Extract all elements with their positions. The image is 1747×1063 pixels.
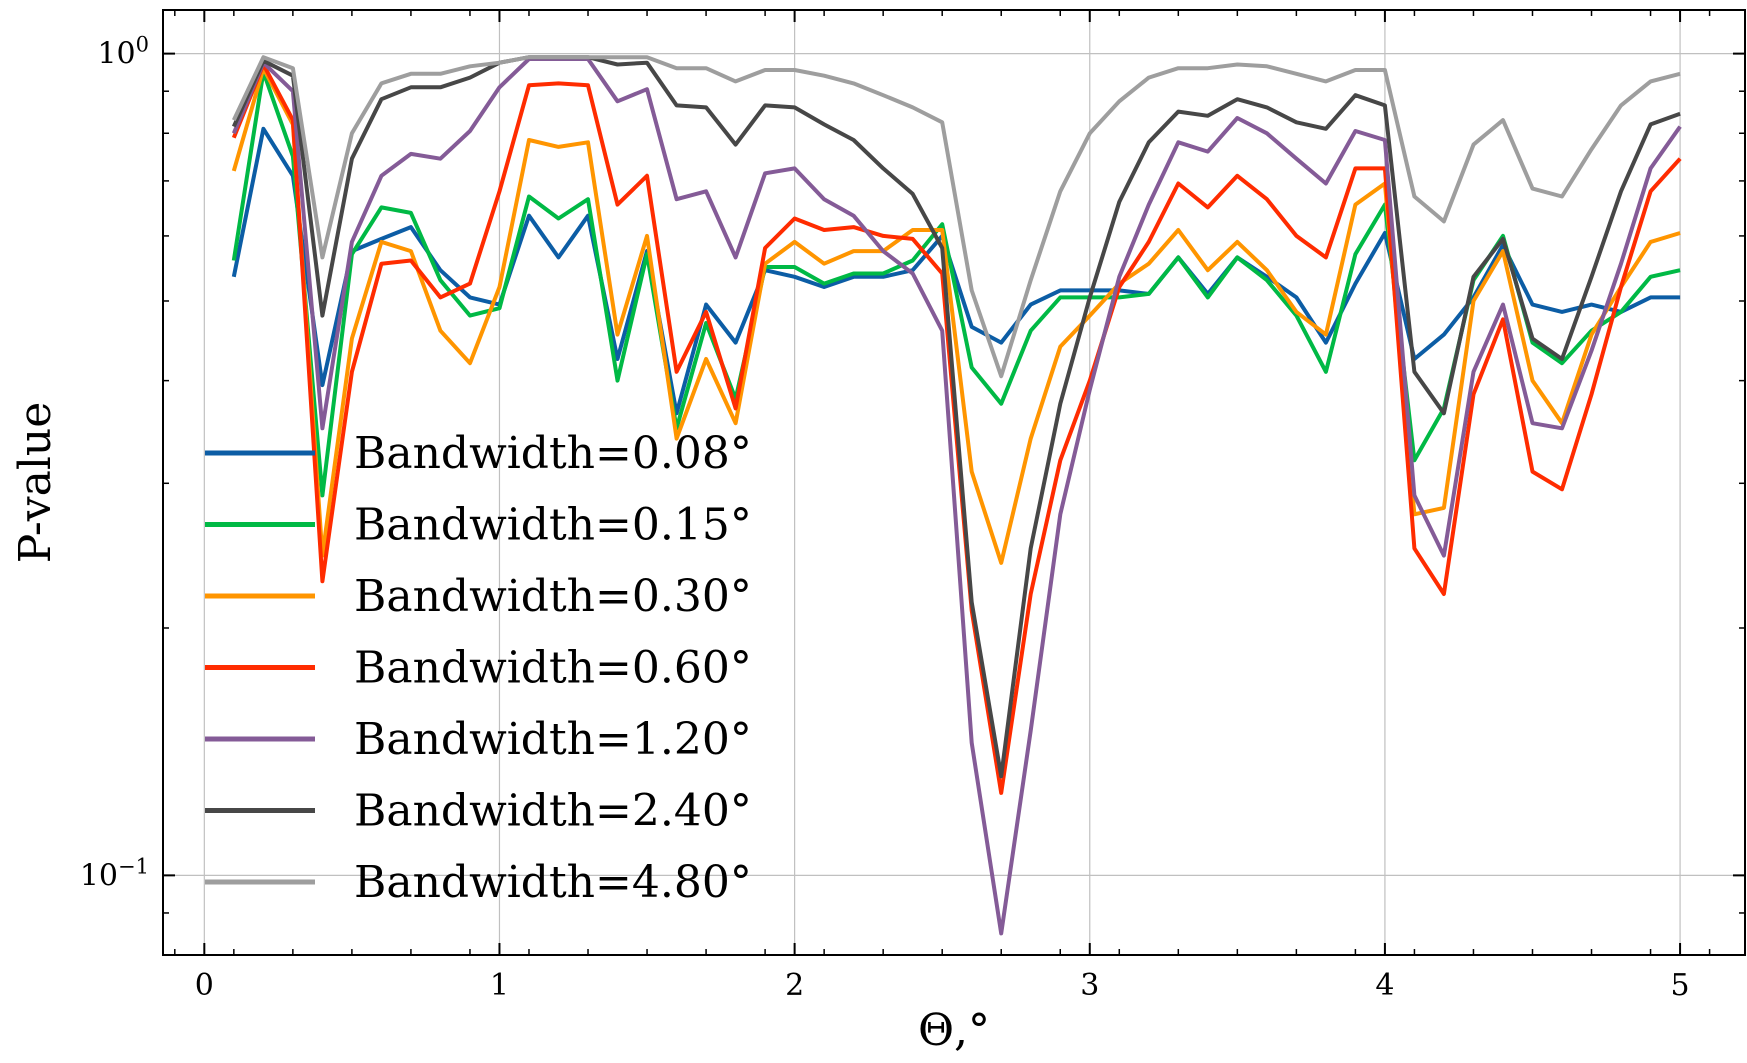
x-tick-label: 3 [1080,968,1099,1003]
legend-label: Bandwidth=0.30° [354,571,752,622]
x-tick-label: 4 [1375,968,1394,1003]
x-tick-label: 1 [490,968,509,1003]
y-tick-label: 10−1 [80,854,149,893]
legend-label: Bandwidth=0.60° [354,643,752,694]
x-tick-label: 0 [195,968,214,1003]
plot-frame [162,9,1746,956]
y-axis-label: P-value [10,402,61,564]
legend-label: Bandwidth=0.08° [354,428,752,479]
series-line [231,57,1682,936]
series-line [231,69,1681,498]
legend-label: Bandwidth=1.20° [354,714,752,765]
legend-label: Bandwidth=0.15° [354,500,752,551]
legend-label: Bandwidth=4.80° [354,857,752,908]
series-line [231,126,1681,416]
legend: Bandwidth=0.08° Bandwidth=0.15° Bandwidth=… [205,428,752,908]
series-lines [231,55,1682,936]
series-line [231,55,1681,379]
axis-ticks: 0 1 2 3 4 5 10−1 100 [80,10,1745,1003]
legend-label: Bandwidth=2.40° [354,786,752,837]
x-tick-label: 5 [1671,968,1690,1003]
series-line [231,55,1681,779]
x-axis-label: Θ,° [918,1005,990,1056]
x-tick-label: 2 [785,968,804,1003]
series-line [231,66,1681,565]
y-tick-label: 100 [97,33,149,72]
